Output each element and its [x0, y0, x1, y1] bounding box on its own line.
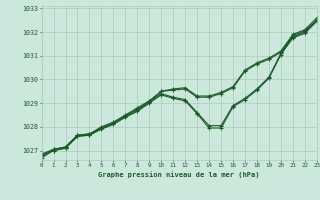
X-axis label: Graphe pression niveau de la mer (hPa): Graphe pression niveau de la mer (hPa) — [99, 171, 260, 178]
